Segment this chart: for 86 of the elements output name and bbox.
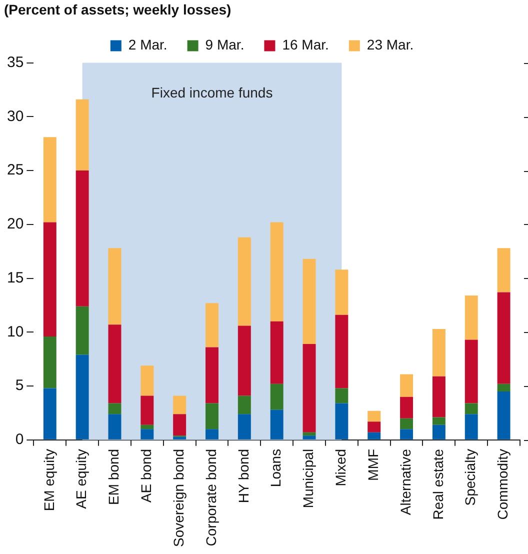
bar	[400, 374, 414, 397]
x-tick-label: AE bond	[138, 448, 154, 503]
x-tick-label: Real estate	[430, 448, 446, 520]
bar	[302, 436, 316, 440]
bar	[43, 388, 56, 440]
bar	[238, 396, 251, 414]
bar	[76, 99, 89, 171]
bar	[432, 376, 446, 418]
bar	[368, 422, 381, 432]
bar	[173, 436, 186, 440]
bar	[368, 432, 381, 440]
y-tick-label: 0	[15, 431, 24, 448]
x-tick-label: Mixed	[332, 448, 349, 486]
y-tick-label: 15	[6, 269, 24, 286]
bar	[206, 347, 218, 404]
legend-label: 23 Mar.	[366, 36, 414, 53]
x-tick-label: Corporate bond	[202, 448, 219, 546]
bar	[335, 403, 348, 440]
bar	[140, 396, 154, 425]
bar	[76, 354, 89, 440]
y-tick-label: 10	[6, 323, 24, 340]
x-tick-label: EM bond	[106, 448, 122, 505]
bar	[497, 391, 510, 440]
bar	[400, 429, 414, 440]
bar	[464, 296, 478, 340]
x-tick-label: Specialty	[462, 448, 478, 506]
bar	[108, 248, 122, 325]
bar	[302, 344, 316, 432]
y-tick-label: 30	[6, 108, 24, 125]
bar	[238, 237, 251, 326]
bar	[432, 424, 446, 440]
legend-label: 9 Mar.	[205, 36, 244, 53]
bar	[206, 403, 218, 430]
bar	[140, 429, 154, 440]
bar	[335, 388, 348, 404]
x-tick-label: AE equity	[73, 448, 90, 509]
bar	[335, 270, 348, 315]
x-tick-label: Commodity	[494, 448, 511, 520]
legend-label: 2 Mar.	[128, 36, 168, 53]
bar	[270, 222, 284, 322]
bar	[464, 414, 478, 440]
bar	[206, 429, 218, 440]
bar	[400, 418, 414, 430]
bar	[108, 403, 122, 414]
bar	[302, 258, 316, 344]
bar	[270, 321, 284, 384]
bar	[464, 403, 478, 414]
bar	[270, 410, 284, 440]
band-label: Fixed income funds	[151, 84, 273, 101]
bar	[140, 366, 154, 396]
bar	[108, 414, 122, 440]
x-tick-label: Sovereign bond	[170, 448, 186, 548]
bar	[238, 326, 251, 396]
bar	[238, 414, 251, 440]
bar	[173, 414, 186, 436]
bar	[76, 170, 89, 306]
y-tick-label: 25	[6, 162, 24, 179]
bar	[368, 410, 381, 422]
bar	[497, 384, 510, 392]
bar	[464, 340, 478, 404]
x-tick-label: MMF	[364, 448, 381, 481]
x-tick-label: Alternative	[397, 448, 414, 516]
legend-label: 16 Mar.	[282, 36, 329, 53]
x-tick-label: HY bond	[235, 448, 252, 504]
y-tick-label: 5	[15, 377, 24, 394]
bar	[497, 248, 510, 292]
y-tick-label: 20	[6, 216, 24, 233]
bar	[140, 424, 154, 430]
bar	[43, 137, 56, 222]
bar	[270, 384, 284, 410]
bar	[76, 306, 89, 355]
bar	[432, 417, 446, 425]
chart-subtitle: (Percent of assets; weekly losses)	[4, 1, 232, 18]
bar	[43, 222, 56, 336]
bar	[206, 303, 218, 348]
bar	[432, 328, 446, 376]
bar	[497, 292, 510, 384]
bar	[108, 324, 122, 404]
bar	[335, 314, 348, 388]
x-tick-label: EM equity	[40, 448, 57, 512]
x-tick-label: Loans	[268, 448, 284, 488]
x-tick-label: Municipal	[300, 448, 316, 508]
bar	[173, 396, 186, 414]
y-tick-label: 35	[6, 54, 24, 71]
bar	[400, 396, 414, 418]
bar	[43, 336, 56, 388]
